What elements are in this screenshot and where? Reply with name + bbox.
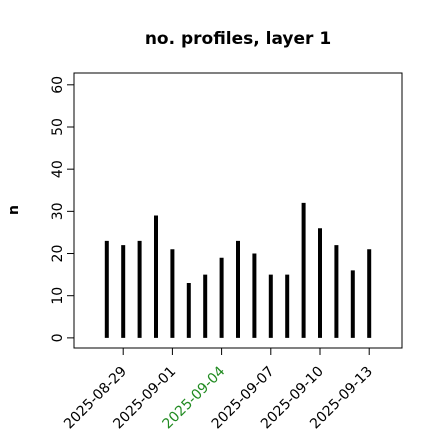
plot-box	[73, 72, 403, 349]
y-tick-label: 30	[50, 202, 66, 220]
chart-title: no. profiles, layer 1	[145, 29, 331, 49]
y-tick-label: 40	[50, 160, 66, 178]
y-tick-label: 60	[50, 76, 66, 94]
y-tick-label: 0	[50, 333, 66, 342]
y-tick-label: 10	[50, 287, 66, 305]
y-axis-label: n	[6, 205, 22, 215]
y-tick-label: 20	[50, 245, 66, 263]
y-tick-label: 50	[50, 118, 66, 136]
